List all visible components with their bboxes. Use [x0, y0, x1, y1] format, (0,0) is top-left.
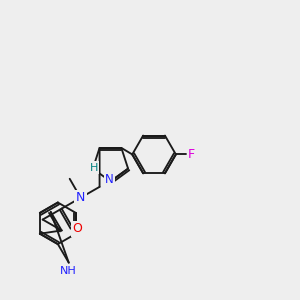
Text: O: O: [73, 222, 82, 235]
Text: NH: NH: [59, 266, 76, 276]
Text: N: N: [76, 191, 85, 204]
Text: N: N: [105, 173, 114, 186]
Text: F: F: [188, 148, 195, 161]
Text: H: H: [90, 163, 98, 172]
